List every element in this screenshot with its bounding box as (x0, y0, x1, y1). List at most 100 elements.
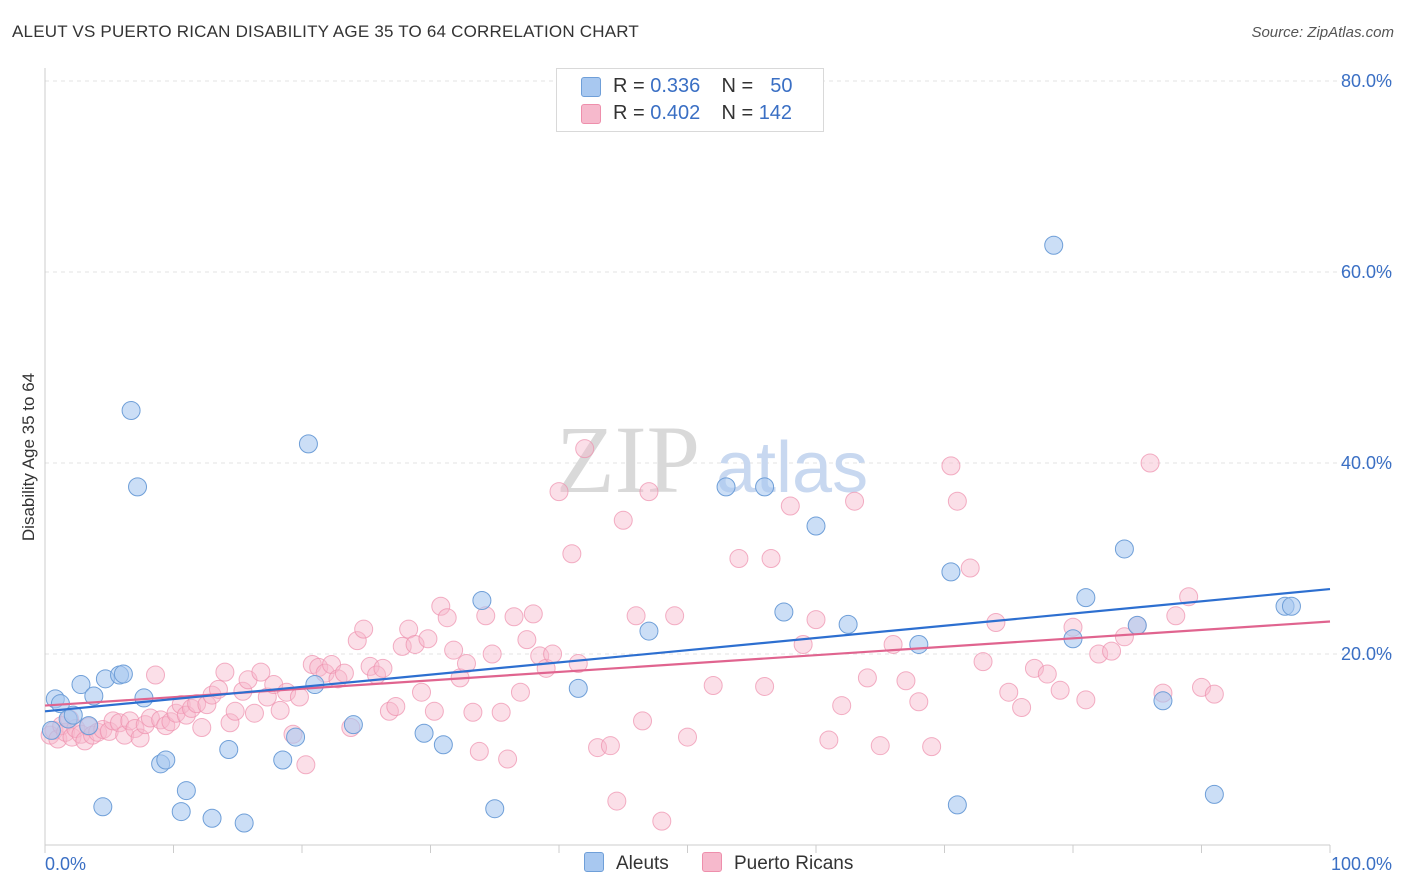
puerto-rican-point (549, 482, 569, 502)
legend-r-label: R = (613, 75, 645, 97)
puerto-rican-point (192, 718, 212, 738)
aleut-trend-line (44, 587, 1331, 713)
aleut-point (639, 621, 659, 641)
puerto-rican-point (665, 606, 685, 626)
y-axis-label: Disability Age 35 to 64 (19, 373, 38, 541)
gridlines (45, 80, 1392, 655)
aleut-point (298, 434, 318, 454)
puerto-rican-point (1140, 453, 1160, 473)
puerto-rican-point (1050, 680, 1070, 700)
aleut-point (472, 591, 492, 611)
puerto-rican-point (909, 692, 929, 712)
watermark-zip: ZIP (556, 406, 700, 513)
puerto-rican-point (562, 544, 582, 564)
aleut-point (1204, 784, 1224, 804)
legend-r-label: R = (613, 102, 645, 124)
puerto-rican-point (386, 697, 406, 717)
puerto-rican-point (941, 456, 961, 476)
puerto-rican-point (761, 549, 781, 568)
aleut-point (941, 562, 961, 582)
puerto-rican-point (999, 682, 1019, 702)
puerto-rican-point (1024, 658, 1044, 678)
pr-legend-swatch (702, 852, 722, 872)
puerto-rican-point (729, 549, 749, 568)
puerto-rican-point (482, 644, 502, 664)
puerto-rican-point (870, 736, 890, 756)
aleut-point (838, 614, 858, 634)
bottom-legend-aleuts: Aleuts (584, 852, 669, 875)
puerto-rican-point (607, 791, 627, 811)
aleut-point (414, 723, 434, 743)
aleut-point (113, 664, 133, 684)
puerto-rican-point (498, 749, 518, 769)
aleut-point (93, 797, 113, 817)
aleut-point (156, 750, 176, 770)
puerto-rican-point (1102, 641, 1122, 661)
aleut-point (485, 799, 505, 819)
puerto-rican-point (1037, 664, 1057, 684)
aleut-point (121, 400, 141, 420)
puerto-rican-point (973, 652, 993, 672)
puerto-rican-point (639, 482, 659, 502)
puerto-rican-point (405, 634, 425, 654)
puerto-rican-point (780, 496, 800, 516)
aleut-point (1076, 588, 1096, 608)
puerto-rican-point (543, 644, 563, 664)
puerto-rican-point (819, 730, 839, 750)
aleut-point (219, 740, 239, 759)
puerto-rican-point (354, 619, 374, 639)
puerto-rican-point (437, 608, 457, 628)
puerto-rican-point (922, 737, 942, 757)
puerto-rican-point (600, 736, 620, 756)
puerto-rican-point (857, 668, 877, 688)
aleut-point (806, 516, 826, 536)
aleut-point (1114, 539, 1134, 559)
puerto-rican-point (652, 811, 672, 831)
puerto-rican-point (678, 727, 697, 747)
puerto-rican-point (373, 658, 393, 678)
puerto-rican-point (469, 741, 489, 761)
aleut-point (202, 808, 222, 828)
legend-r-value: 0.336 (650, 75, 701, 97)
puerto-rican-point (244, 703, 264, 723)
watermark-atlas: atlas (716, 428, 868, 508)
puerto-rican-point (1012, 697, 1032, 717)
aleut-point (774, 602, 794, 622)
puerto-rican-point (491, 702, 511, 722)
trend-lines (44, 587, 1331, 713)
legend-n-label: N = (721, 102, 754, 124)
puerto-rican-point (1114, 627, 1134, 647)
y-tick-label: 60.0% (1341, 262, 1392, 282)
puerto-rican-point (347, 631, 367, 651)
aleut-point (568, 678, 588, 698)
aleut-point (343, 715, 363, 735)
puerto-rican-point (703, 676, 723, 696)
x-tick-label: 100.0% (1331, 854, 1392, 874)
puerto-rican-point (146, 665, 166, 685)
bottom-legend-label: Aleuts (616, 853, 669, 874)
aleut-point (1127, 615, 1147, 635)
puerto-rican-point (1204, 684, 1224, 704)
puerto-rican-point (947, 491, 967, 511)
puerto-rican-point (832, 696, 852, 716)
x-tick-label: 0.0% (45, 854, 86, 874)
puerto-rican-point (845, 491, 865, 511)
legend-r-value: 0.402 (650, 102, 701, 124)
aleut-point (176, 781, 196, 801)
puerto-rican-point (517, 630, 537, 650)
puerto-rican-point (575, 439, 595, 459)
puerto-rican-point (296, 755, 316, 775)
puerto-rican-point (270, 700, 290, 720)
aleut-point (909, 634, 929, 654)
aleut-point (63, 705, 83, 725)
legend-n-value: 50 (770, 75, 793, 97)
aleut-point (234, 813, 254, 833)
aleut-swatch (581, 77, 601, 97)
aleut-point (1153, 691, 1173, 711)
puerto-rican-point (613, 510, 633, 530)
puerto-rican-point (463, 702, 483, 722)
aleut-point (41, 720, 61, 740)
puerto-rican-point (626, 606, 646, 626)
tick-labels: 20.0% 40.0% 60.0% 80.0% 0.0% 100.0% (45, 71, 1392, 874)
puerto-rican-point (251, 662, 271, 682)
